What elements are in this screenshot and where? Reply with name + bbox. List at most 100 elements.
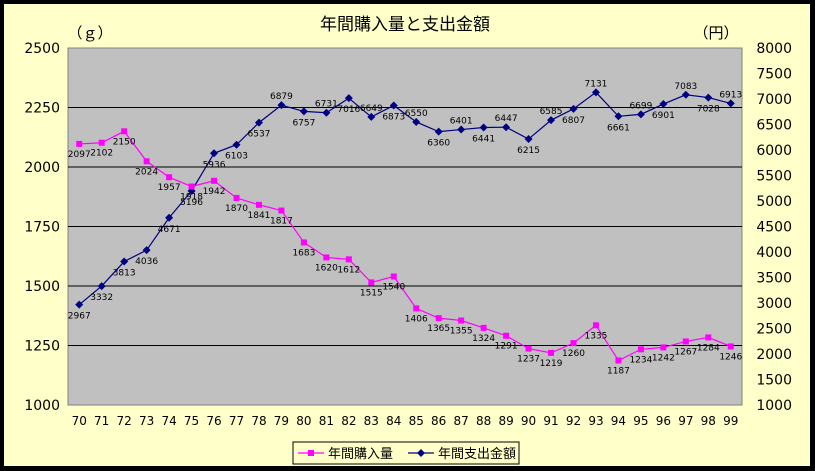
- x-tick-label: 91: [543, 414, 558, 428]
- data-point: [299, 107, 308, 116]
- chart-title: 年間購入量と支出金額: [320, 15, 490, 35]
- y-left-tick-label: 1750: [24, 220, 60, 236]
- data-label: 2097: [68, 150, 91, 160]
- data-point: [547, 116, 556, 125]
- axis-tick-labels: 1000 1250 1500 1750 2000 2250 2500 1000 1500 2000…: [24, 41, 792, 428]
- data-label: 6699: [629, 101, 652, 111]
- data-point: [591, 88, 600, 97]
- x-tick-label: 88: [476, 414, 491, 428]
- data-label: 4036: [135, 257, 158, 267]
- data-point: [75, 300, 84, 309]
- legend-label: 年間支出金額: [438, 446, 516, 462]
- data-point: [726, 99, 735, 108]
- x-tick-label: 72: [117, 414, 132, 428]
- data-label: 1620: [315, 263, 338, 273]
- data-point: [570, 340, 577, 347]
- x-tick-label: 95: [633, 414, 648, 428]
- series-line-2: [78, 91, 731, 306]
- data-label: 1612: [337, 265, 360, 275]
- legend-marker: [417, 449, 425, 457]
- y-left-tick-label: 2250: [24, 101, 60, 117]
- x-tick-label: 78: [251, 414, 266, 428]
- y-axis-left-unit: （ｇ）: [67, 24, 112, 42]
- data-point: [188, 183, 195, 190]
- y-right-tick-label: 8000: [756, 41, 792, 57]
- x-tick-label: 96: [656, 414, 671, 428]
- x-tick-label: 74: [161, 414, 176, 428]
- y-axis-right-unit: （円）: [693, 24, 738, 42]
- data-label: 6879: [270, 92, 293, 102]
- data-point: [233, 194, 240, 201]
- legend-label: 年間購入量: [328, 447, 393, 462]
- data-point: [255, 201, 262, 208]
- data-label: 6901: [652, 111, 675, 121]
- y-left-tick-label: 1500: [24, 279, 60, 295]
- data-label: 6873: [382, 112, 405, 122]
- data-label: 2967: [68, 312, 91, 322]
- y-right-tick-label: 4500: [756, 220, 792, 236]
- data-point: [344, 94, 353, 103]
- data-label: 1870: [225, 204, 248, 214]
- x-tick-label: 79: [274, 414, 289, 428]
- y-right-tick-label: 1500: [756, 373, 792, 389]
- data-point: [480, 324, 487, 331]
- data-point: [345, 256, 352, 263]
- data-label: 6585: [540, 107, 563, 117]
- data-label: 1187: [607, 366, 630, 376]
- x-tick-label: 83: [364, 414, 379, 428]
- x-tick-label: 85: [409, 414, 424, 428]
- data-point: [434, 127, 443, 136]
- data-label: 3332: [90, 293, 113, 303]
- data-label: 6537: [248, 130, 271, 140]
- y-right-tick-label: 3000: [756, 296, 792, 312]
- data-point: [142, 246, 151, 255]
- x-tick-label: 76: [206, 414, 221, 428]
- data-label: 6913: [719, 90, 742, 100]
- data-point: [457, 125, 466, 134]
- gridlines: [68, 107, 742, 346]
- data-point: [659, 100, 668, 109]
- data-point: [727, 343, 734, 350]
- y-right-tick-label: 6000: [756, 143, 792, 159]
- data-label: 7131: [585, 79, 608, 89]
- data-point: [322, 108, 331, 117]
- y-right-tick-label: 7000: [756, 92, 792, 108]
- data-point: [569, 104, 578, 113]
- data-label: 6103: [225, 152, 248, 162]
- data-label: 1355: [450, 327, 473, 337]
- x-tick-label: 99: [723, 414, 738, 428]
- data-label: 1942: [203, 187, 226, 197]
- y-left-tick-label: 2500: [24, 41, 60, 57]
- data-label: 1515: [360, 288, 383, 298]
- data-point: [502, 123, 511, 132]
- data-label: 2024: [135, 167, 158, 177]
- data-point: [615, 357, 622, 364]
- data-point: [368, 279, 375, 286]
- x-tick-label: 86: [431, 414, 446, 428]
- data-label: 6360: [427, 139, 450, 149]
- data-label: 1284: [697, 343, 720, 353]
- data-label: 3813: [113, 269, 136, 279]
- data-point: [592, 322, 599, 329]
- data-point: [660, 344, 667, 351]
- data-point: [143, 158, 150, 165]
- data-label: 2150: [113, 137, 136, 147]
- data-label: 1260: [562, 349, 585, 359]
- x-tick-label: 87: [454, 414, 469, 428]
- data-point: [98, 139, 105, 146]
- y-right-tick-label: 7500: [756, 67, 792, 83]
- y-left-tick-label: 1250: [24, 339, 60, 355]
- x-tick-label: 75: [184, 414, 199, 428]
- data-label: 6807: [562, 116, 585, 126]
- legend-marker: [308, 450, 314, 456]
- data-point: [254, 118, 263, 127]
- data-label: 6661: [607, 123, 630, 133]
- legend: 年間購入量 年間支出金額: [292, 441, 520, 465]
- data-label: 1234: [629, 355, 652, 365]
- data-point: [211, 177, 218, 184]
- y-right-tick-label: 2000: [756, 347, 792, 363]
- y-right-tick-label: 1000: [756, 398, 792, 414]
- x-tick-label: 89: [498, 414, 513, 428]
- data-label: 5196: [180, 198, 203, 208]
